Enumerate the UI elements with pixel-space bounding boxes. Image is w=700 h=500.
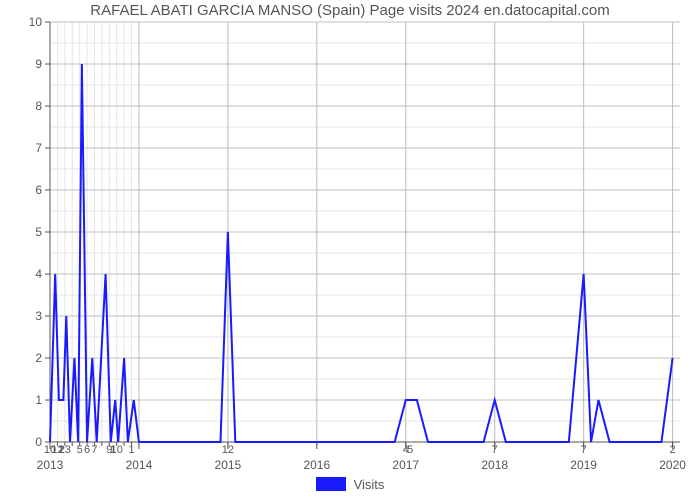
- x-minor-tick-label: 10: [111, 444, 123, 456]
- y-tick-label: 2: [35, 351, 42, 365]
- y-tick-label: 0: [35, 435, 42, 449]
- x-minor-tick-label: 1: [128, 444, 134, 456]
- x-minor-tick-label: 7: [492, 444, 498, 456]
- y-tick-label: 4: [35, 267, 42, 281]
- plot-area: 012345678910 10112123567911011245772 201…: [50, 22, 680, 442]
- x-minor-tick-label: 12: [222, 444, 234, 456]
- legend-swatch: [316, 477, 346, 491]
- x-minor-tick-label: 7: [91, 444, 97, 456]
- x-minor-tick-label: 7: [581, 444, 587, 456]
- x-minor-tick-label: 23: [59, 444, 71, 456]
- y-tick-label: 6: [35, 183, 42, 197]
- x-major-tick-label: 2018: [481, 458, 508, 472]
- x-minor-tick-label: 6: [84, 444, 90, 456]
- y-tick-label: 1: [35, 393, 42, 407]
- legend-item: Visits: [316, 477, 385, 492]
- y-tick-label: 10: [29, 15, 42, 29]
- y-tick-label: 5: [35, 225, 42, 239]
- chart-root: RAFAEL ABATI GARCIA MANSO (Spain) Page v…: [0, 0, 700, 500]
- plot-svg: [50, 22, 680, 442]
- x-minor-tick-label: 5: [407, 444, 413, 456]
- x-major-tick-label: 2014: [126, 458, 153, 472]
- x-minor-tick-label: 2: [670, 444, 676, 456]
- x-major-tick-label: 2015: [215, 458, 242, 472]
- x-major-tick-label: 2016: [303, 458, 330, 472]
- x-major-tick-label: 2019: [570, 458, 597, 472]
- y-tick-label: 7: [35, 141, 42, 155]
- y-tick-label: 3: [35, 309, 42, 323]
- legend-label: Visits: [354, 477, 385, 492]
- chart-title: RAFAEL ABATI GARCIA MANSO (Spain) Page v…: [0, 2, 700, 19]
- x-major-tick-label: 2013: [37, 458, 64, 472]
- y-tick-label: 9: [35, 57, 42, 71]
- legend: Visits: [0, 477, 700, 497]
- x-major-tick-label: 2020: [659, 458, 686, 472]
- x-minor-tick-label: 5: [77, 444, 83, 456]
- y-tick-label: 8: [35, 99, 42, 113]
- x-major-tick-label: 2017: [392, 458, 419, 472]
